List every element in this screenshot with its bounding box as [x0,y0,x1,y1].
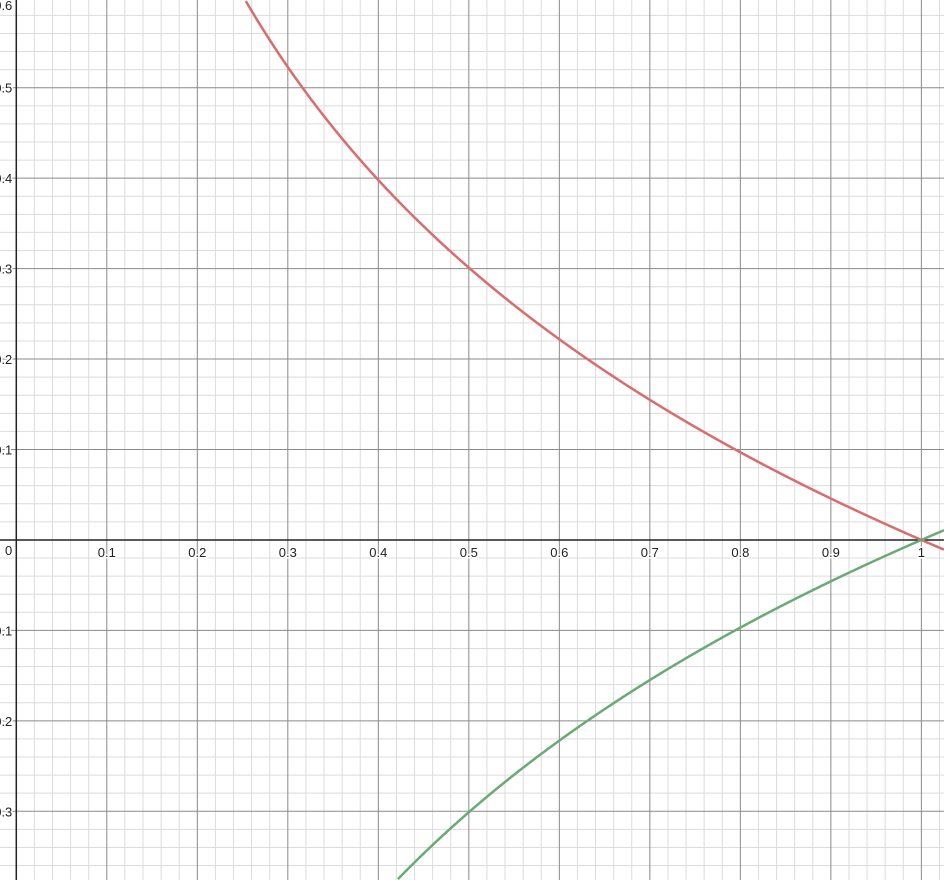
x-tick-label: 0.7 [641,545,659,560]
origin-label: 0 [5,543,12,558]
x-tick-label: 0.9 [822,545,840,560]
y-tick-label: 0.1 [0,442,12,457]
x-tick-label: 0.4 [369,545,387,560]
y-tick-label: 0.4 [0,171,12,186]
y-tick-label: 0.2 [0,352,12,367]
x-tick-label: 0.1 [98,545,116,560]
y-tick-label: -0.1 [0,623,12,638]
x-tick-label: 0.6 [550,545,568,560]
y-tick-label: -0.2 [0,714,12,729]
x-tick-label: 0.8 [731,545,749,560]
x-tick-label: 0.3 [279,545,297,560]
x-tick-label: 0.2 [188,545,206,560]
curves [244,0,944,880]
y-tick-label: 0.6 [0,0,12,13]
y-tick-label: -0.3 [0,804,12,819]
x-tick-label: 0.5 [460,545,478,560]
y-tick-label: 0.5 [0,81,12,96]
y-tick-label: 0.3 [0,262,12,277]
curve-0 [244,0,944,551]
tick-labels: 0.1 0.2 0.3 0.4 0.5 0.6 0.7 0.8 0.9 1 -0.3 -0.2 -0.1… [0,0,926,821]
x-tick-label: 1 [918,545,925,560]
curve-1 [397,529,944,880]
